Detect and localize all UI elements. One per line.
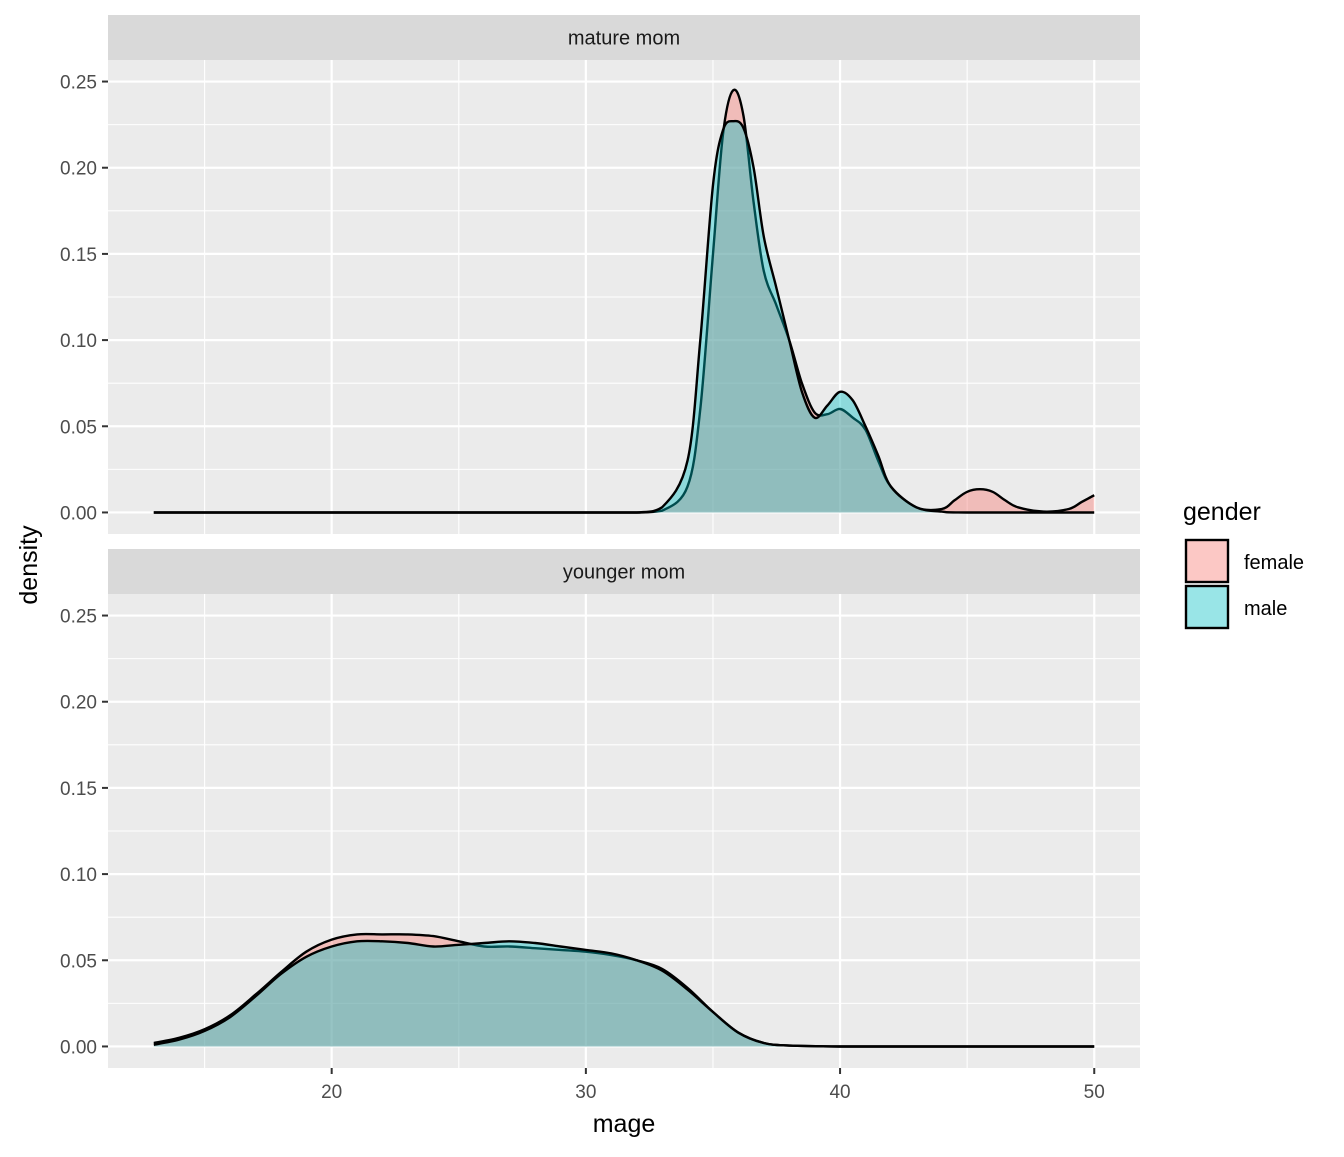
legend-key-background — [1186, 586, 1228, 628]
legend-items: female male — [1184, 538, 1304, 630]
legend-label-male: male — [1244, 598, 1287, 620]
facet-panel: mature mom — [108, 15, 1140, 534]
legend-key-male — [1184, 584, 1230, 630]
density-area-female — [153, 934, 1095, 1047]
x-axis-title: mage — [593, 1110, 656, 1138]
facet-strip-label: younger mom — [563, 562, 685, 584]
y-tick-label: 0.10 — [60, 865, 97, 886]
axis-layer: 0.00 0.05 0.10 0.15 0.20 0.25 0.00 0.05 0.10 0.15… — [60, 73, 1105, 1103]
x-tick-label: 20 — [321, 1082, 342, 1103]
facet-strip-label: mature mom — [568, 28, 680, 50]
density-area-male — [153, 940, 1095, 1047]
y-axis-title: density — [15, 525, 43, 605]
y-tick-label: 0.20 — [60, 693, 97, 714]
legend-title: gender — [1183, 498, 1261, 526]
panel-layer: mature mom younger mom — [108, 15, 1140, 1068]
y-tick-label: 0.00 — [60, 503, 97, 524]
y-tick-label: 0.05 — [60, 951, 97, 972]
legend: gender female male — [1183, 498, 1304, 630]
facet-strip — [108, 15, 1140, 60]
facet-strip — [108, 549, 1140, 594]
x-tick-label: 50 — [1084, 1082, 1105, 1103]
y-tick-label: 0.25 — [60, 73, 97, 94]
legend-key-background — [1186, 540, 1228, 582]
density-line-female — [153, 88, 1095, 514]
y-tick-label: 0.15 — [60, 779, 97, 800]
y-tick-label: 0.25 — [60, 607, 97, 628]
legend-key-female — [1184, 538, 1230, 584]
density-line-male — [153, 939, 1095, 1048]
x-tick-label: 40 — [829, 1082, 850, 1103]
legend-label-female: female — [1244, 552, 1304, 574]
y-tick-label: 0.05 — [60, 417, 97, 438]
x-tick-label: 30 — [575, 1082, 596, 1103]
facet-panel: younger mom — [108, 549, 1140, 1068]
y-tick-label: 0.10 — [60, 331, 97, 352]
density-line-male — [153, 119, 1095, 514]
y-tick-label: 0.20 — [60, 159, 97, 180]
y-tick-label: 0.15 — [60, 245, 97, 266]
y-tick-label: 0.00 — [60, 1037, 97, 1058]
